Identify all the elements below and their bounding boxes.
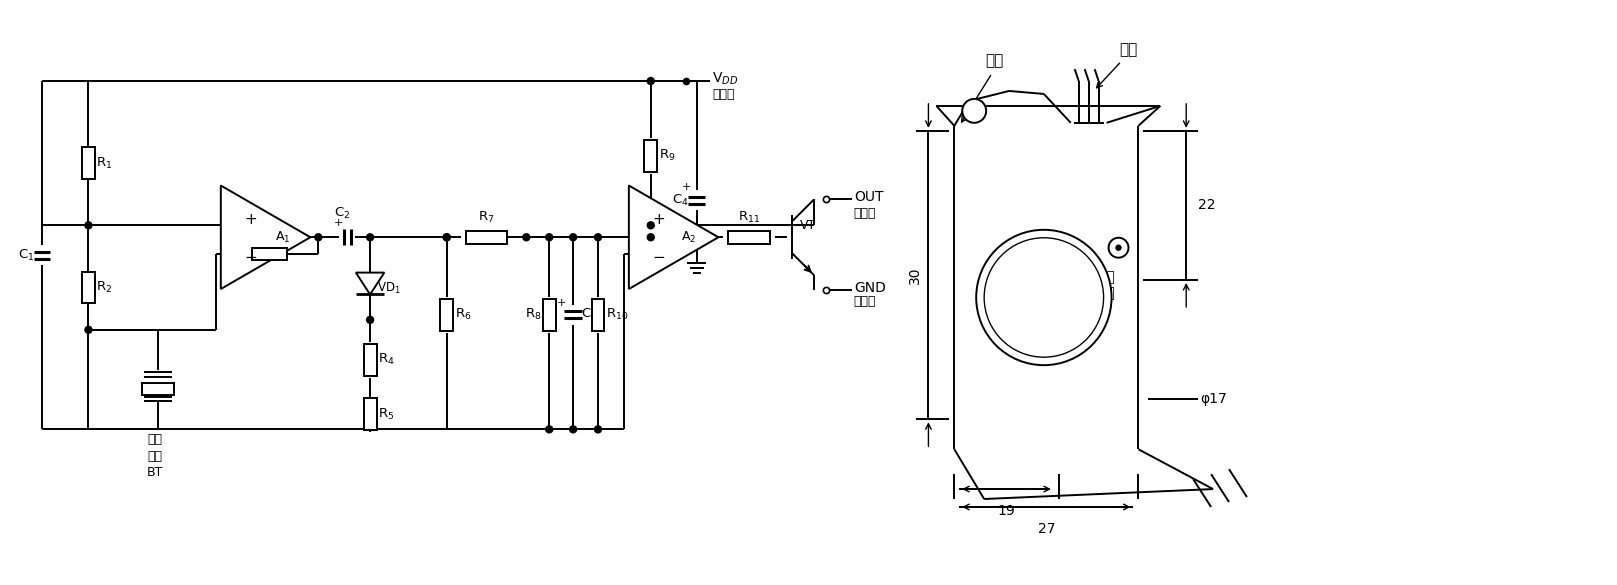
Bar — [82, 147, 95, 179]
Bar — [728, 231, 770, 244]
Text: R$_3$: R$_3$ — [262, 228, 278, 243]
Text: R$_2$: R$_2$ — [97, 280, 113, 295]
Text: VT: VT — [800, 219, 817, 232]
Text: 30: 30 — [907, 266, 922, 284]
Bar — [142, 383, 175, 394]
Bar — [82, 271, 95, 304]
Bar — [543, 299, 556, 331]
Circle shape — [443, 234, 450, 241]
Circle shape — [547, 426, 553, 433]
Polygon shape — [356, 273, 385, 294]
Text: （灰）: （灰） — [854, 207, 876, 220]
Text: GND: GND — [854, 281, 886, 295]
Text: 压电: 压电 — [147, 433, 163, 446]
Text: C$_1$: C$_1$ — [18, 247, 34, 263]
Bar — [466, 231, 508, 244]
Circle shape — [367, 316, 374, 324]
Text: BT: BT — [147, 466, 163, 479]
Text: C$_3$: C$_3$ — [581, 307, 598, 322]
Text: VD$_1$: VD$_1$ — [377, 281, 401, 296]
Text: V$_{DD}$: V$_{DD}$ — [713, 71, 739, 87]
Circle shape — [1109, 238, 1129, 257]
Text: （红）: （红） — [713, 88, 736, 101]
Bar — [364, 344, 377, 376]
Text: 22: 22 — [1198, 198, 1216, 212]
Text: A$_1$: A$_1$ — [275, 230, 289, 245]
Circle shape — [315, 234, 322, 241]
Text: 铝壳: 铝壳 — [985, 54, 1003, 68]
Circle shape — [443, 234, 450, 241]
Text: R$_1$: R$_1$ — [97, 156, 113, 171]
Circle shape — [547, 234, 553, 241]
Text: 振动: 振动 — [1098, 271, 1116, 284]
Polygon shape — [222, 185, 310, 289]
Bar — [364, 398, 377, 431]
Circle shape — [569, 426, 577, 433]
Text: R$_6$: R$_6$ — [454, 307, 471, 322]
Text: φ17: φ17 — [1200, 393, 1227, 407]
Text: +: + — [682, 181, 692, 191]
Circle shape — [86, 326, 92, 333]
Text: R$_{11}$: R$_{11}$ — [739, 210, 760, 225]
Text: C$_2$: C$_2$ — [335, 207, 351, 221]
Circle shape — [1116, 245, 1121, 250]
Polygon shape — [629, 185, 718, 289]
Circle shape — [647, 234, 655, 241]
Text: C$_4$: C$_4$ — [671, 193, 689, 208]
Bar — [440, 299, 453, 331]
Circle shape — [647, 222, 655, 229]
Circle shape — [367, 234, 374, 241]
Circle shape — [647, 78, 655, 84]
Circle shape — [595, 234, 602, 241]
Text: 膜片: 膜片 — [1098, 287, 1116, 301]
Text: OUT: OUT — [854, 191, 883, 204]
Text: R$_4$: R$_4$ — [378, 352, 395, 367]
Text: +: + — [244, 212, 257, 227]
Text: 27: 27 — [1038, 522, 1056, 536]
Text: −: − — [244, 250, 257, 264]
Bar — [592, 299, 605, 331]
Text: R$_8$: R$_8$ — [524, 307, 542, 322]
Text: −: − — [652, 250, 665, 264]
Text: 19: 19 — [998, 504, 1015, 518]
Text: A$_2$: A$_2$ — [681, 230, 697, 245]
Text: +: + — [652, 212, 665, 227]
Circle shape — [985, 238, 1103, 357]
Circle shape — [569, 234, 577, 241]
Text: 晶体: 晶体 — [147, 450, 163, 463]
Circle shape — [86, 222, 92, 229]
Text: R$_9$: R$_9$ — [658, 148, 676, 163]
Text: 插头: 插头 — [1119, 42, 1138, 57]
Bar — [252, 247, 288, 260]
Text: R$_{10}$: R$_{10}$ — [606, 307, 629, 322]
Bar — [644, 140, 657, 171]
Text: R$_7$: R$_7$ — [479, 210, 495, 225]
Text: R$_5$: R$_5$ — [378, 407, 395, 422]
Circle shape — [595, 426, 602, 433]
Circle shape — [977, 230, 1111, 365]
Text: +: + — [333, 218, 343, 228]
Circle shape — [962, 99, 986, 123]
Text: （蓝）: （蓝） — [854, 295, 876, 308]
Circle shape — [522, 234, 530, 241]
Text: +: + — [556, 298, 566, 308]
